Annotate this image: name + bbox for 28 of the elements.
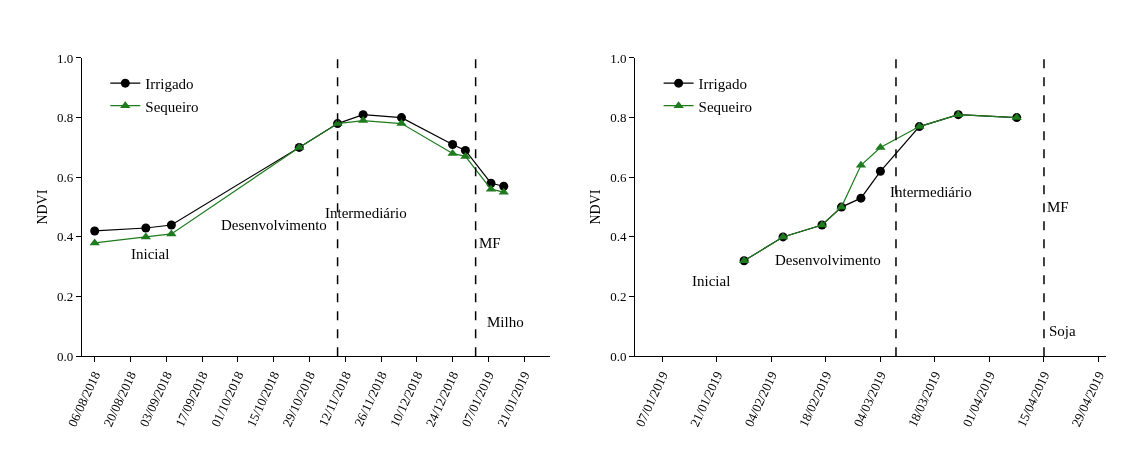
annotation: Inicial xyxy=(692,273,731,289)
y-tick-label: 0.0 xyxy=(610,348,627,364)
annotation: Intermediário xyxy=(325,205,407,221)
annotation: Desenvolvimento xyxy=(775,252,881,268)
annotation: MF xyxy=(479,235,501,251)
annotation: Soja xyxy=(1049,323,1077,339)
y-axis-title: NDVI xyxy=(34,189,50,225)
y-tick-label: 0.4 xyxy=(57,229,74,245)
y-tick-label: 1.0 xyxy=(610,50,627,66)
y-tick-label: 0.8 xyxy=(610,110,627,126)
legend-label: Sequeiro xyxy=(145,98,199,115)
y-tick-label: 1.0 xyxy=(57,50,74,66)
annotation: MF xyxy=(1047,199,1069,215)
legend-label: Sequeiro xyxy=(698,98,752,115)
y-tick-label: 0.6 xyxy=(610,169,627,185)
y-tick-label: 0.2 xyxy=(57,289,74,305)
y-tick-label: 0.0 xyxy=(57,348,74,364)
annotation: Intermediário xyxy=(890,184,972,200)
annotation: Milho xyxy=(487,314,524,330)
annotation: Inicial xyxy=(131,246,170,262)
y-axis-title: NDVI xyxy=(587,189,603,225)
y-tick-label: 0.2 xyxy=(610,289,627,305)
annotation: Desenvolvimento xyxy=(221,217,327,233)
y-tick-label: 0.4 xyxy=(610,229,627,245)
legend-label: Irrigado xyxy=(698,76,747,92)
y-tick-label: 0.8 xyxy=(57,110,74,126)
y-tick-label: 0.6 xyxy=(57,169,74,185)
legend-label: Irrigado xyxy=(145,76,194,92)
